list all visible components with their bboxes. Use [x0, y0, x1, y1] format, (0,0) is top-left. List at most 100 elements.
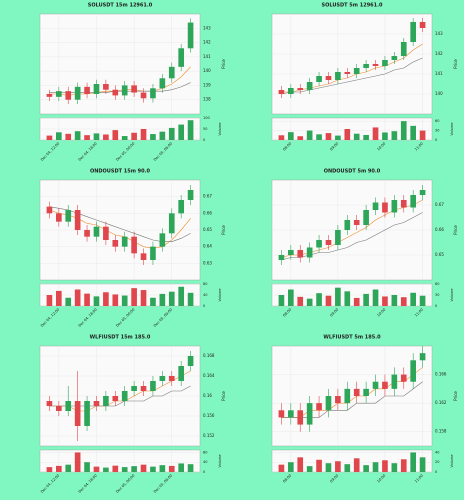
y-tick-label: 0.16 — [203, 393, 212, 398]
volume-bar — [353, 133, 360, 140]
x-tick-label: Dec 05, 06:00 — [153, 474, 173, 494]
volume-bar — [363, 134, 369, 140]
volume-bar — [316, 459, 322, 472]
price-plot-area — [271, 345, 433, 447]
volume-bar — [335, 135, 341, 140]
volume-bar — [150, 297, 156, 306]
volume-plot-area — [39, 449, 201, 473]
volume-bar — [112, 294, 119, 306]
volume-bar — [65, 297, 72, 306]
volume-bar — [344, 291, 351, 306]
volume-bar — [93, 133, 100, 140]
x-tick-label: Dec 05, 00:00 — [115, 142, 135, 162]
volume-bar — [306, 298, 313, 306]
volume-tick-label: 20 — [435, 460, 439, 464]
volume-tick-label: 0 — [203, 138, 205, 142]
candle-body — [288, 250, 294, 255]
candle-body — [178, 200, 184, 214]
x-tick-label: Dec 05, 00:00 — [115, 474, 135, 494]
candle-body — [65, 91, 72, 100]
chart-title: ONDOUSDT 15m 90.0 — [90, 169, 151, 175]
candle-body — [400, 42, 407, 56]
candle-body — [140, 253, 147, 260]
volume-bar — [84, 462, 90, 472]
volume-bar — [363, 465, 369, 472]
price-plot-area — [271, 13, 433, 115]
volume-bar — [168, 127, 175, 140]
candle-body — [56, 91, 62, 97]
candle-body — [353, 388, 360, 396]
volume-tick-label: 0 — [435, 304, 437, 308]
volume-axis-label: Volume — [218, 288, 222, 301]
candle-body — [103, 84, 109, 90]
candle-body — [363, 210, 369, 225]
candle-body — [400, 200, 407, 208]
moving-average — [49, 206, 191, 242]
volume-bar — [65, 133, 72, 140]
candle-body — [121, 391, 128, 401]
chart-title: SOLUSDT 5m 12961.0 — [321, 3, 383, 9]
volume-bar — [74, 131, 81, 140]
volume-bar — [112, 465, 119, 472]
x-tick-label: Dec 04, 12:00 — [40, 308, 60, 328]
volume-tick-label: 60 — [435, 282, 439, 286]
chart-panel: ONDOUSDT 5m 90.0 0.65 0.66 0.67 0 30 60 08:00 09… — [271, 169, 458, 318]
volume-tick-label: 100 — [203, 116, 210, 120]
candle-body — [150, 246, 156, 260]
y-tick-label: 139 — [203, 82, 211, 87]
x-tick-label: 09:00 — [329, 474, 339, 484]
candle-body — [84, 401, 90, 426]
candle-body — [131, 85, 137, 93]
candle-body — [93, 401, 100, 406]
candle-body — [363, 388, 369, 396]
candle-body — [131, 386, 137, 391]
candle-body — [382, 381, 388, 389]
y-tick-label: 0.63 — [203, 260, 212, 265]
y-tick-label: 138 — [203, 97, 211, 102]
candle-body — [372, 202, 379, 210]
volume-bar — [278, 295, 285, 306]
chart-panel: SOLUSDT 5m 12961.0 140 141 142 143 0 30 60 08:00… — [271, 3, 458, 152]
x-tick-label: Dec 05, 00:00 — [115, 308, 135, 328]
x-tick-label: Dec 04, 18:00 — [78, 308, 98, 328]
y-tick-label: 141 — [203, 54, 211, 59]
y-tick-label: 0.158 — [435, 429, 447, 434]
y-tick-label: 0.66 — [435, 227, 444, 232]
volume-bar — [178, 463, 184, 472]
candle-body — [288, 410, 294, 418]
moving-average — [281, 212, 423, 261]
candle-body — [74, 401, 81, 426]
volume-tick-label: 40 — [435, 450, 439, 454]
volume-tick-label: 0 — [203, 470, 205, 474]
volume-bar — [316, 293, 322, 306]
volume-bar — [103, 134, 109, 140]
volume-tick-label: 50 — [203, 127, 207, 131]
y-tick-label: 140 — [435, 91, 443, 96]
y-axis-label: Price — [221, 59, 226, 69]
candle-body — [419, 190, 426, 195]
candle-body — [159, 78, 166, 89]
chart-panel: SOLUSDT 15m 12961.0 138 139 140 141 142 143 0 50… — [39, 3, 226, 162]
volume-bar — [344, 129, 351, 140]
volume-tick-label: 60 — [435, 119, 439, 123]
candle-body — [168, 213, 175, 234]
y-tick-label: 0.156 — [203, 413, 215, 418]
candle-body — [112, 396, 119, 401]
x-tick-label: 11:00 — [414, 142, 424, 152]
volume-bar — [306, 130, 313, 140]
volume-bar — [410, 292, 416, 306]
x-tick-label: Dec 04, 12:00 — [40, 142, 60, 162]
chart-panel: WLFIUSDT 5m 185.0 0.158 0.162 0.166 0 20 40 08:… — [271, 335, 458, 484]
candle-body — [306, 82, 313, 90]
candle-body — [150, 381, 156, 391]
volume-bar — [419, 130, 426, 140]
moving-average — [49, 370, 191, 412]
y-tick-label: 0.164 — [203, 373, 215, 378]
y-tick-label: 0.168 — [203, 353, 215, 358]
volume-tick-label: 30 — [435, 293, 439, 297]
moving-average — [281, 57, 423, 95]
y-axis-label: Price — [453, 59, 458, 69]
candle-body — [103, 226, 109, 240]
chart-title: WLFIUSDT 15m 185.0 — [90, 335, 151, 341]
moving-average — [281, 367, 423, 418]
